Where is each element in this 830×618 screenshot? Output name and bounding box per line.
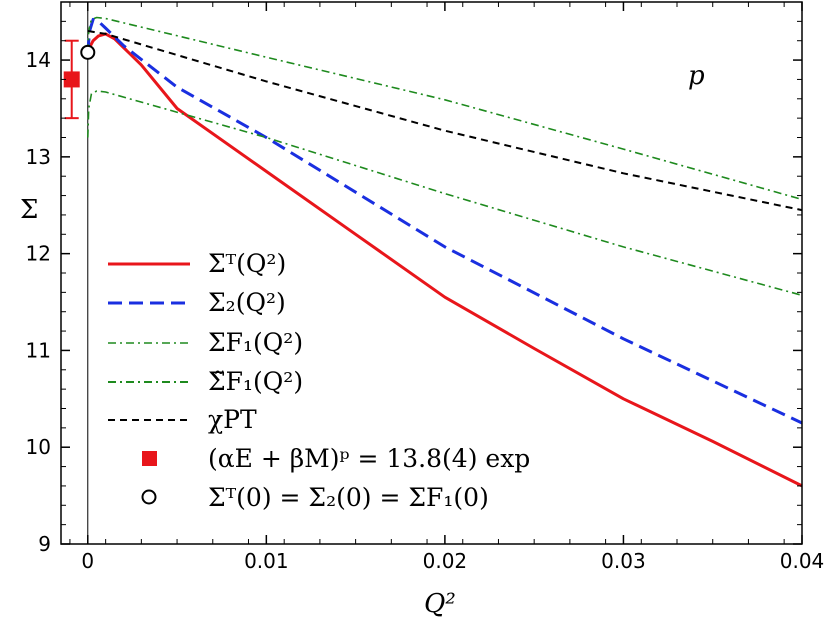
legend-swatch-origin-point [141,489,157,505]
x-tick-label: 0.04 [780,549,825,573]
series-layer [86,16,803,488]
legend-label-origin-point: Σᵀ(0) = Σ₂(0) = ΣF₁(0) [208,483,489,512]
legend-label-sigma-f1-tilde: Σ̃F₁(Q²) [208,367,303,396]
legend-label-sigma-f1: ΣF₁(Q²) [208,328,303,357]
x-tick-label: 0.02 [423,549,468,573]
y-axis-label: Σ [20,195,38,225]
legend-label-sigma-2: Σ₂(Q²) [208,288,286,317]
series-sigma-f1-tilde [87,90,803,297]
series-sigma-f1 [87,16,803,201]
marker-layer [63,39,96,120]
y-tick-label: 9 [38,532,51,556]
legend: Σᵀ(Q²) Σ₂(Q²) ΣF₁(Q²) Σ̃F₁(Q²) χPT (αE +… [108,249,530,512]
y-tick-label: 13 [26,145,51,169]
series-chipt [87,30,803,212]
legend-label-experiment: (αE + βM)ᵖ = 13.8(4) exp [208,444,530,473]
legend-label-chipt: χPT [208,405,257,434]
x-tick-label: 0.03 [601,549,646,573]
tick-layer: 0 0.01 0.02 0.03 0.04 9 10 11 12 13 14 [26,1,825,573]
x-axis-label: Q² [424,589,456,618]
legend-label-sigma-t: Σᵀ(Q²) [208,249,286,278]
series-sigma-t [86,32,803,488]
origin-point [80,44,96,60]
legend-swatch-experiment [142,451,157,466]
y-tick-label: 12 [26,242,51,266]
y-tick-label: 14 [26,48,51,72]
experiment-point [63,71,80,88]
series-sigma-2 [86,17,803,425]
x-tick-label: 0 [81,549,94,573]
panel-annotation: p [688,61,705,91]
y-tick-label: 10 [26,435,51,459]
y-tick-label: 11 [26,338,51,362]
x-tick-label: 0.01 [244,549,289,573]
